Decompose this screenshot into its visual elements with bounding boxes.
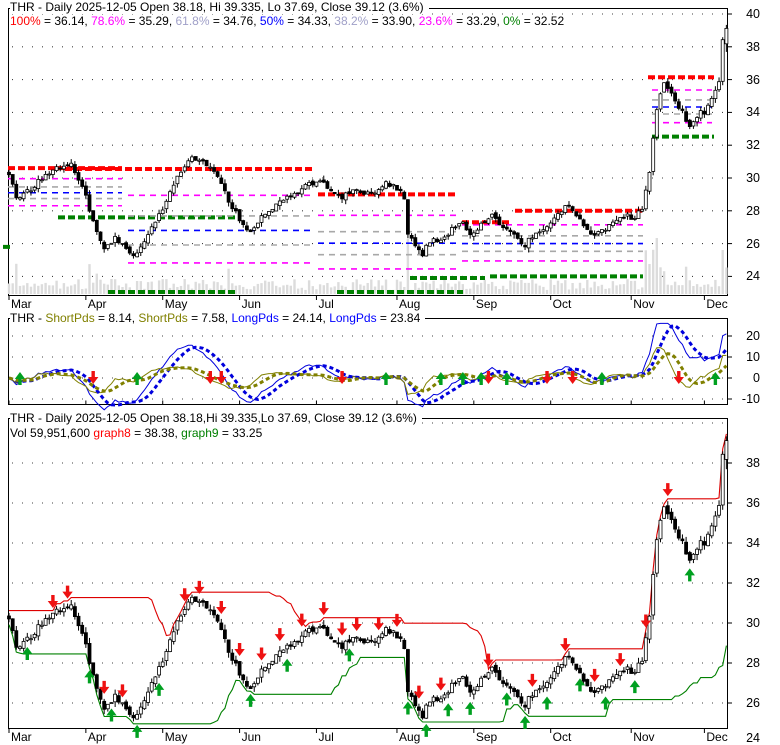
title-segment: = 8.14, [94, 311, 139, 325]
title-segment: = 33.25 [218, 426, 263, 440]
volume-readout: Vol 59,951,600 graph8 = 38.38, graph9 = … [10, 426, 268, 440]
fib-levels-readout: 100% = 36.14, 78.6% = 35.29, 61.8% = 34.… [10, 14, 570, 28]
title-segment: = 36.14, [40, 14, 92, 28]
y-axis-label: 34 [746, 105, 760, 120]
y-axis-label: 26 [746, 236, 760, 251]
title-segment: graph9 [181, 426, 219, 440]
month-label: May [164, 297, 188, 311]
y-axis-label: 26 [746, 696, 760, 710]
top-panel-title: THR - Daily 2025-12-05 Open 38.18, Hi 39… [10, 1, 429, 14]
y-axis-label: 30 [746, 616, 760, 630]
title-segment: 50% [259, 14, 284, 28]
y-axis-label: 36 [746, 496, 760, 510]
y-axis-label: 30 [746, 171, 760, 185]
title-segment: = 35.29, [125, 14, 176, 28]
title-segment: 78.6% [91, 14, 126, 28]
title-segment: THR - [10, 311, 46, 325]
y-axis-label: 10 [746, 350, 760, 364]
y-axis-label: 40 [746, 7, 760, 21]
title-segment: = 33.29, [452, 14, 504, 28]
month-label: Jul [318, 730, 334, 744]
title-segment: 61.8% [175, 14, 210, 28]
title-segment: 0% [503, 14, 521, 28]
month-label: Sep [475, 297, 498, 311]
month-label: Jun [241, 730, 261, 744]
title-segment: LongPds [329, 311, 377, 325]
title-segment: 38.2% [334, 14, 369, 28]
title-segment: = 34.33, [283, 14, 335, 28]
title-segment: = 33.90, [368, 14, 419, 28]
month-label: Oct [552, 297, 572, 311]
oscillator-panel-title: THR - ShortPds = 8.14, ShortPds = 7.58, … [10, 311, 426, 325]
y-axis-label: -10 [741, 392, 760, 406]
title-segment: = 38.38, [130, 426, 182, 440]
month-label: Sep [475, 730, 498, 744]
title-segment: = 23.84 [376, 311, 421, 325]
month-label: Aug [398, 730, 421, 744]
title-segment: Vol 59,951,600 [10, 426, 94, 440]
y-axis-label: 28 [746, 203, 760, 218]
bottom-panel-title: THR - Daily 2025-12-05 Open 38.18,Hi 39.… [10, 412, 422, 425]
title-segment: ShortPds [45, 311, 95, 325]
month-label: May [164, 730, 188, 744]
y-axis-label: 28 [746, 656, 760, 670]
month-label: Mar [11, 730, 32, 744]
y-axis-label: 24 [746, 269, 760, 284]
y-axis-label: 20 [746, 329, 760, 343]
y-axis-label: 32 [746, 138, 760, 153]
title-segment: LongPds [231, 311, 279, 325]
month-label: Jul [318, 297, 334, 311]
title-segment: 23.6% [418, 14, 453, 28]
y-axis-label: 34 [746, 536, 760, 550]
y-axis-label: 24 [746, 731, 760, 745]
title-segment: THR - Daily 2025-12-05 Open 38.18, Hi 39… [10, 0, 424, 14]
title-segment: graph8 [93, 426, 131, 440]
title-segment: = 24.14, [278, 311, 330, 325]
title-segment: = 34.76, [209, 14, 260, 28]
month-label: Apr [87, 730, 107, 744]
month-label: Jun [241, 297, 261, 311]
title-segment: = 32.52 [520, 14, 565, 28]
month-label: Dec [706, 297, 728, 311]
y-axis-label: 38 [746, 456, 760, 470]
y-axis-label: 36 [746, 72, 760, 87]
month-label: Apr [87, 297, 107, 311]
title-segment: 100% [10, 14, 41, 28]
month-label: Oct [552, 730, 572, 744]
month-label: Aug [398, 297, 421, 311]
month-label: Dec [706, 730, 728, 744]
y-axis-label: 32 [746, 576, 760, 590]
y-axis-label: 0 [753, 371, 760, 385]
month-label: Nov [633, 297, 655, 311]
y-axis-label: 38 [746, 39, 760, 54]
month-label: Mar [11, 297, 32, 311]
title-segment: ShortPds [138, 311, 188, 325]
title-segment: THR - Daily 2025-12-05 Open 38.18,Hi 39.… [10, 411, 417, 425]
title-segment: = 7.58, [187, 311, 232, 325]
month-label: Nov [633, 730, 655, 744]
